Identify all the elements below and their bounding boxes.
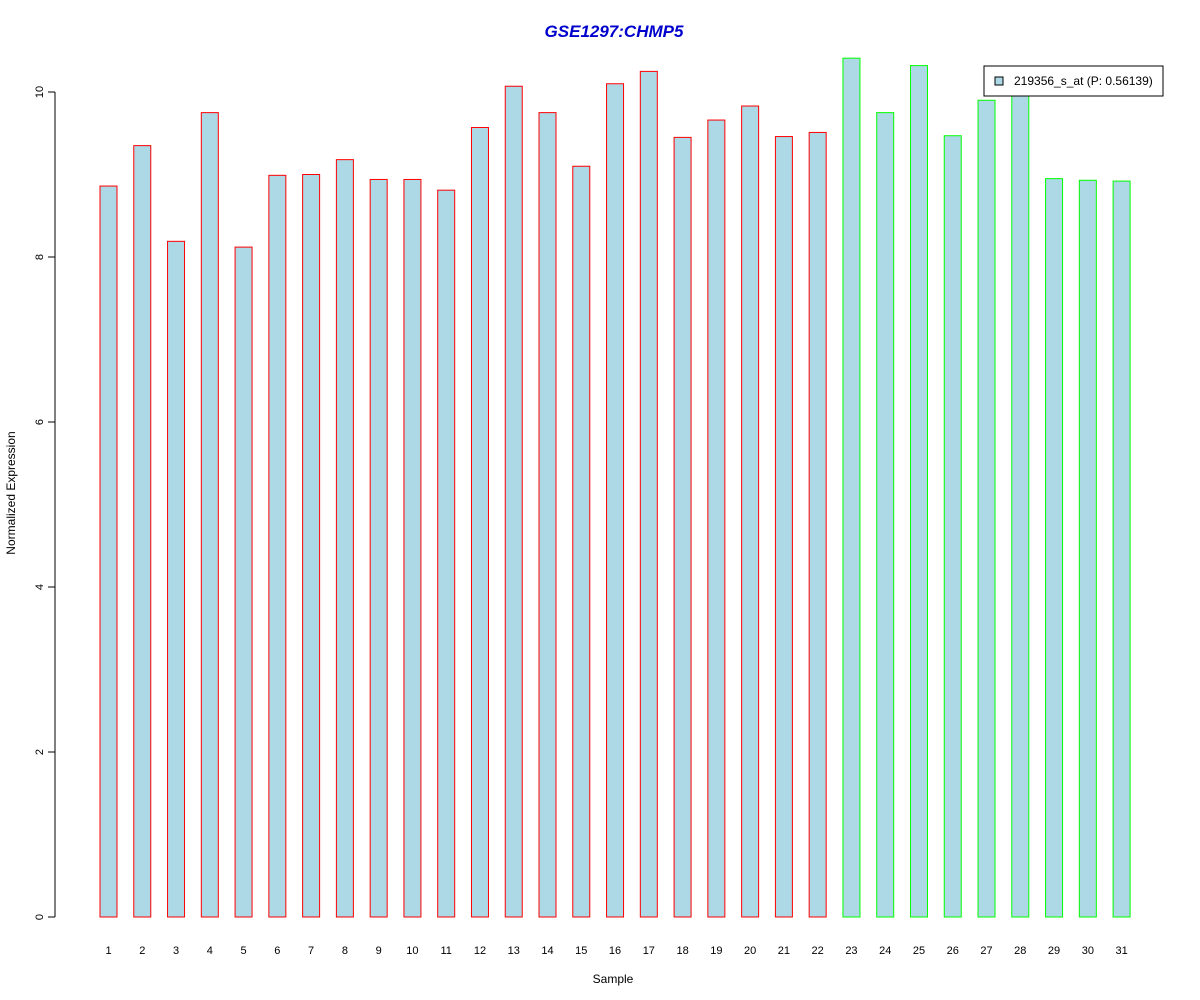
x-tick-label: 10 — [406, 945, 418, 957]
legend: 219356_s_at (P: 0.56139) — [983, 65, 1164, 97]
bar-sample-5 — [234, 246, 253, 918]
bar-sample-16 — [606, 83, 625, 918]
y-tick-label: 0 — [34, 914, 46, 920]
bar-sample-3 — [167, 240, 186, 918]
x-tick-label: 2 — [139, 945, 145, 957]
x-tick-label: 29 — [1048, 945, 1060, 957]
y-tick-label: 8 — [34, 254, 46, 260]
chart-title: GSE1297:CHMP5 — [545, 22, 684, 41]
bar-sample-12 — [470, 126, 489, 918]
bar-sample-26 — [943, 135, 962, 918]
bar-sample-7 — [302, 174, 321, 918]
x-tick-label: 4 — [207, 945, 213, 957]
x-tick-label: 31 — [1115, 945, 1127, 957]
y-axis: 0 2 4 6 8 10 — [34, 86, 56, 920]
bar-sample-4 — [200, 112, 219, 918]
bar-sample-6 — [268, 174, 287, 918]
y-tick-label: 2 — [34, 749, 46, 755]
bar-sample-8 — [335, 159, 354, 918]
bar-sample-22 — [808, 131, 827, 918]
x-tick-label: 22 — [812, 945, 824, 957]
y-tick-label: 10 — [34, 86, 46, 98]
bar-sample-11 — [437, 189, 456, 918]
x-tick-label: 5 — [241, 945, 247, 957]
bar-sample-9 — [369, 178, 388, 918]
y-tick-label: 4 — [34, 584, 46, 590]
x-tick-label: 8 — [342, 945, 348, 957]
bar-sample-2 — [133, 145, 152, 918]
x-tick-label: 28 — [1014, 945, 1026, 957]
x-tick-label: 11 — [440, 945, 451, 957]
bar-sample-19 — [707, 119, 726, 918]
x-tick-label: 26 — [947, 945, 959, 957]
x-tick-label: 9 — [376, 945, 382, 957]
bar-sample-20 — [741, 105, 760, 918]
x-tick-label: 15 — [575, 945, 587, 957]
x-tick-label: 12 — [474, 945, 486, 957]
bar-sample-21 — [774, 136, 793, 918]
x-tick-label: 16 — [609, 945, 621, 957]
x-tick-label: 1 — [105, 945, 111, 957]
x-tick-label: 3 — [173, 945, 179, 957]
y-tick-label: 6 — [34, 419, 46, 425]
bar-sample-10 — [403, 178, 422, 918]
bar-sample-25 — [909, 65, 928, 918]
bar-sample-1 — [99, 185, 118, 918]
x-tick-label: 13 — [508, 945, 520, 957]
x-tick-label: 17 — [643, 945, 655, 957]
bar-sample-31 — [1112, 180, 1131, 918]
bar-sample-24 — [876, 112, 895, 918]
legend-entry-label: 219356_s_at (P: 0.56139) — [1014, 74, 1153, 88]
bar-sample-30 — [1078, 179, 1097, 918]
x-tick-label: 24 — [879, 945, 891, 957]
bar-sample-13 — [504, 85, 523, 918]
x-tick-label: 18 — [676, 945, 688, 957]
x-tick-label: 30 — [1082, 945, 1094, 957]
legend-box — [983, 65, 1164, 97]
legend-swatch — [994, 76, 1004, 86]
x-tick-label: 14 — [541, 945, 553, 957]
bar-sample-23 — [842, 57, 861, 918]
x-axis-label: Sample — [593, 972, 634, 986]
x-tick-label: 25 — [913, 945, 925, 957]
bar-sample-15 — [572, 165, 591, 918]
bar-sample-18 — [673, 136, 692, 918]
x-tick-label: 27 — [980, 945, 992, 957]
x-tick-label: 21 — [778, 945, 790, 957]
x-tick-label: 7 — [308, 945, 314, 957]
bar-sample-27 — [977, 99, 996, 918]
bar-sample-28 — [1011, 91, 1030, 918]
x-tick-label: 23 — [845, 945, 857, 957]
y-axis-label: Normalized Expression — [4, 431, 18, 554]
x-tick-label: 19 — [710, 945, 722, 957]
x-tick-label: 6 — [274, 945, 280, 957]
bar-sample-17 — [639, 70, 658, 918]
bar-sample-14 — [538, 112, 557, 918]
x-tick-labels: 1 2 3 4 5 6 7 8 9 10 11 12 13 14 15 16 17 18 19 20 21 22 23 24 2… — [105, 945, 1127, 957]
x-tick-label: 20 — [744, 945, 756, 957]
bars-group — [99, 57, 1131, 918]
bar-sample-29 — [1045, 178, 1064, 918]
